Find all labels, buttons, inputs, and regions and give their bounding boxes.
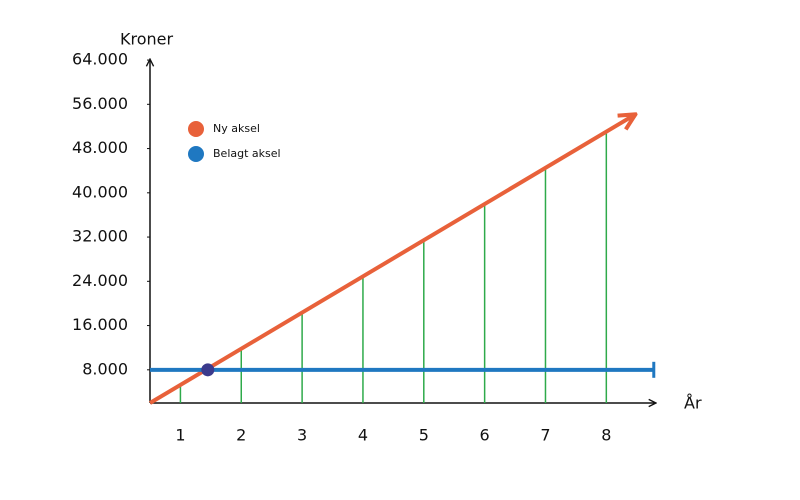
x-axis-label: År bbox=[684, 394, 702, 413]
x-tick-label: 5 bbox=[419, 426, 429, 445]
y-axis-label: Kroner bbox=[120, 30, 173, 49]
x-tick-label: 6 bbox=[480, 426, 490, 445]
x-tick-label: 7 bbox=[540, 426, 550, 445]
y-tick-label: 16.000 bbox=[72, 315, 128, 334]
intersection-point bbox=[201, 363, 215, 377]
y-tick-label: 64.000 bbox=[72, 50, 128, 69]
y-tick-label: 24.000 bbox=[72, 271, 128, 290]
y-tick-label: 32.000 bbox=[72, 227, 128, 246]
x-tick-label: 2 bbox=[236, 426, 246, 445]
legend-label: Ny aksel bbox=[213, 122, 260, 135]
x-tick-label: 3 bbox=[297, 426, 307, 445]
legend-marker bbox=[188, 121, 204, 137]
x-tick-label: 8 bbox=[601, 426, 611, 445]
legend-marker bbox=[188, 146, 204, 162]
y-tick-label: 40.000 bbox=[72, 182, 128, 201]
y-tick-label: 48.000 bbox=[72, 138, 128, 157]
x-tick-label: 1 bbox=[175, 426, 185, 445]
y-tick-label: 56.000 bbox=[72, 94, 128, 113]
y-tick-label: 8.000 bbox=[82, 359, 128, 378]
x-tick-label: 4 bbox=[358, 426, 368, 445]
legend-label: Belagt aksel bbox=[213, 147, 281, 160]
line-series bbox=[148, 115, 634, 405]
